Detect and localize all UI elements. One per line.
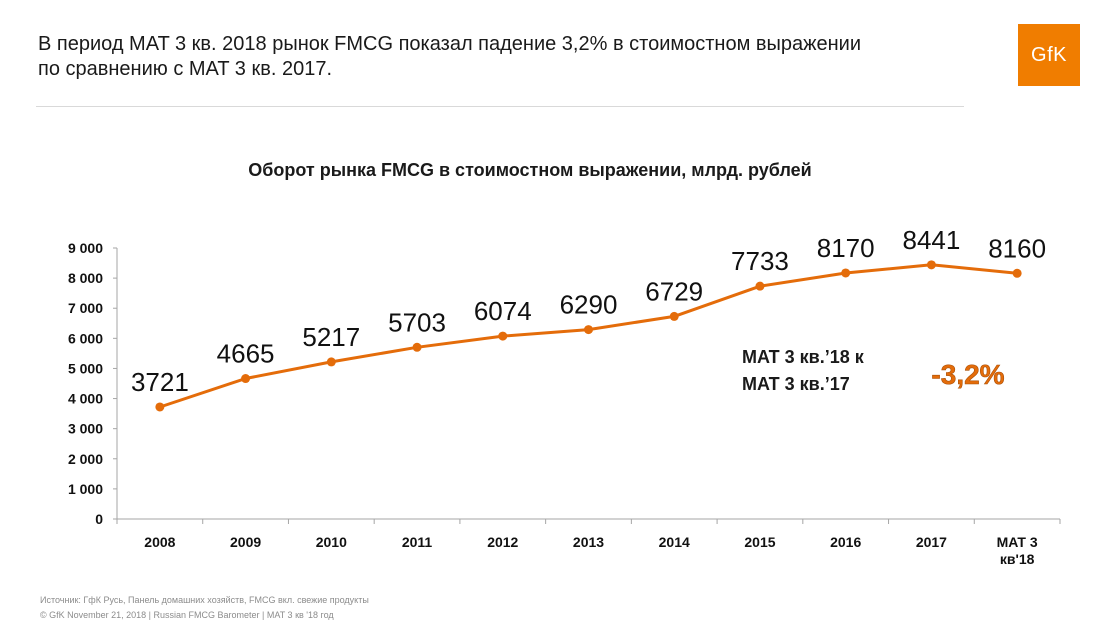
data-point: [241, 374, 251, 384]
headline-line-1: В период MAT 3 кв. 2018 рынок FMCG показ…: [38, 33, 862, 55]
x-tick-label: MAT 3 кв'18: [997, 534, 1038, 567]
y-tick-label: 1 000: [68, 481, 103, 497]
data-label: 5217: [302, 322, 360, 352]
series-line-fmcg-turnover: [158, 263, 1019, 409]
data-point: [412, 342, 422, 352]
y-tick-label: 2 000: [68, 451, 103, 467]
data-label: 6729: [645, 276, 703, 306]
annotation-line-2: MAT 3 кв.’17: [742, 374, 850, 394]
data-point: [584, 325, 593, 335]
x-tick-label: 2009: [230, 534, 261, 550]
x-tick-label: 2016: [830, 534, 861, 550]
data-point: [498, 331, 508, 341]
x-tick-label: 2017: [916, 534, 947, 550]
y-tick-label: 8 000: [68, 270, 103, 286]
gfk-logo-text: GfK: [1031, 43, 1067, 66]
headline-line-2: по сравнению с MAT 3 кв. 2017.: [38, 58, 333, 80]
y-tick-label: 0: [95, 511, 103, 527]
x-tick-label: 2008: [144, 534, 175, 550]
data-point: [326, 357, 336, 367]
page-headline: В период MAT 3 кв. 2018 рынок FMCG показ…: [38, 32, 958, 82]
data-label: 6074: [474, 296, 532, 326]
x-tick-label: 2015: [744, 534, 775, 550]
data-point: [155, 402, 165, 412]
x-tick-label: 2010: [316, 534, 347, 550]
data-label: 3721: [131, 367, 189, 397]
y-tick-label: 5 000: [68, 360, 103, 376]
data-label: 8170: [817, 233, 875, 263]
data-point: [1012, 268, 1022, 278]
y-tick-label: 6 000: [68, 330, 103, 346]
data-label: 8160: [988, 233, 1046, 263]
data-point: [669, 311, 679, 321]
x-tick-label: 2014: [659, 534, 690, 550]
data-label: 5703: [388, 307, 446, 337]
y-tick-label: 9 000: [68, 240, 103, 256]
x-tick-label: 2012: [487, 534, 518, 550]
y-tick-label: 3 000: [68, 421, 103, 437]
headline-divider: [36, 106, 964, 107]
data-label: 4665: [217, 339, 275, 369]
gfk-logo: GfK: [1018, 24, 1080, 86]
data-point: [926, 260, 936, 270]
data-point: [841, 268, 851, 278]
data-point: [755, 281, 765, 291]
footer-copyright: © GfK November 21, 2018 | Russian FMCG B…: [40, 610, 334, 620]
annotation-line-1: MAT 3 кв.’18 к: [742, 347, 865, 367]
x-tick-label: 2011: [402, 534, 433, 550]
annotation-change-value: -3,2%: [931, 359, 1004, 390]
y-tick-label: 7 000: [68, 300, 103, 316]
data-label: 6290: [560, 290, 618, 320]
data-label: 7733: [731, 246, 789, 276]
x-tick-label: 2013: [573, 534, 604, 550]
chart-title: Оборот рынка FMCG в стоимостном выражени…: [248, 160, 811, 180]
data-label: 8441: [902, 225, 960, 255]
footer-source: Источник: ГфК Русь, Панель домашних хозя…: [40, 595, 369, 605]
y-tick-label: 4 000: [68, 391, 103, 407]
